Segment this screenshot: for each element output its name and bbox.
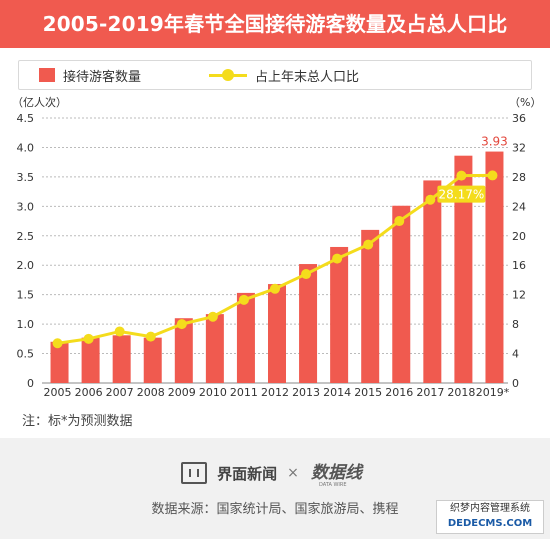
x-tick-label: 2016 — [385, 386, 413, 399]
logo-subtext: DATA WIRE — [319, 482, 347, 488]
left-tick-label: 2.0 — [17, 259, 35, 272]
bar — [236, 292, 255, 383]
bar — [205, 314, 224, 383]
legend-line-swatch — [209, 68, 247, 82]
x-tick-label: 2012 — [261, 386, 289, 399]
right-tick-label: 8 — [512, 318, 519, 331]
chart-title: 2005-2019年春节全国接待游客数量及占总人口比 — [42, 12, 508, 36]
x-tick-label: 2013 — [292, 386, 320, 399]
legend: 接待游客数量 占上年末总人口比 — [18, 60, 532, 90]
x-tick-label: 2018 — [447, 386, 475, 399]
x-tick-label: 2019* — [476, 386, 510, 399]
line-point — [332, 253, 343, 264]
x-tick-label: 2017 — [416, 386, 444, 399]
logo-text: 数据线 — [311, 463, 364, 483]
line-point — [363, 239, 374, 250]
right-axis-unit: （%） — [509, 96, 541, 109]
line-data-label: 28.17% — [439, 188, 485, 202]
line-point — [83, 333, 94, 344]
right-tick-label: 24 — [512, 200, 526, 213]
site-watermark-url: DEDECMS.COM — [447, 518, 533, 529]
jiemian-logo-icon — [181, 462, 208, 484]
x-tick-label: 2007 — [106, 386, 134, 399]
left-axis-ticks: 0 0.5 1.0 1.5 2.0 2.5 3.0 3.5 4.0 4.5 — [17, 112, 35, 390]
x-tick-label: 2005 — [44, 386, 72, 399]
right-tick-label: 32 — [512, 141, 526, 154]
left-tick-label: 3.5 — [17, 171, 35, 184]
line-point — [425, 194, 436, 205]
line-point — [114, 326, 125, 337]
line-point — [301, 269, 312, 280]
x-tick-label: 2009 — [168, 386, 196, 399]
legend-line-label: 占上年末总人口比 — [255, 69, 360, 85]
site-watermark: 织梦内容管理系统 DEDECMS.COM — [436, 500, 544, 534]
bar — [423, 180, 442, 383]
x-tick-label: 2010 — [199, 386, 227, 399]
left-tick-label: 3.0 — [17, 200, 35, 213]
right-tick-label: 28 — [512, 171, 526, 184]
right-tick-label: 36 — [512, 112, 526, 125]
x-tick-label: 2014 — [323, 386, 351, 399]
bar — [299, 264, 318, 383]
brand-name: 界面新闻 — [217, 464, 278, 483]
left-tick-label: 0 — [27, 377, 34, 390]
line-point — [207, 311, 218, 322]
line-point — [176, 319, 187, 330]
right-tick-label: 4 — [512, 348, 519, 361]
data-wire-logo: 数据线 DATA WIRE — [309, 458, 369, 488]
combo-chart: （亿人次） （%） 0 0.5 1.0 1.5 2.0 2.5 3.0 3.5 4.0 4.5 0… — [12, 95, 541, 399]
right-tick-label: 16 — [512, 259, 526, 272]
left-tick-label: 1.5 — [17, 289, 35, 302]
x-tick-label: 2011 — [230, 386, 258, 399]
bar — [174, 318, 193, 383]
bar — [454, 155, 473, 383]
line-point — [487, 170, 498, 181]
x-tick-label: 2006 — [75, 386, 103, 399]
legend-item-bar: 接待游客数量 — [39, 61, 141, 89]
line-point — [270, 283, 280, 294]
bar-series — [50, 151, 504, 383]
footnote: 注：标*为预测数据 — [22, 414, 133, 429]
right-axis-ticks: 0 4 8 12 16 20 24 28 32 36 — [512, 112, 526, 390]
bar — [50, 341, 69, 383]
line-label-box — [437, 185, 486, 203]
left-tick-label: 2.5 — [17, 230, 35, 243]
bar — [485, 151, 504, 383]
bar — [268, 284, 286, 383]
bar — [361, 229, 380, 383]
annotations: 3.93 28.17% — [437, 135, 508, 203]
right-tick-label: 0 — [512, 377, 519, 390]
x-axis-ticks: 2005 2006 2007 2008 2009 2010 2011 2012 2013 2014… — [44, 386, 510, 399]
brand-row: 界面新闻 × 数据线 DATA WIRE — [0, 458, 550, 488]
right-tick-label: 20 — [512, 230, 526, 243]
left-tick-label: 4.5 — [17, 112, 35, 125]
line-point — [456, 170, 467, 181]
x-tick-label: 2008 — [137, 386, 165, 399]
line-point — [394, 216, 405, 227]
bar — [143, 337, 162, 383]
legend-bar-label: 接待游客数量 — [63, 69, 142, 85]
x-tick-label: 2015 — [354, 386, 382, 399]
brand-separator: × — [287, 465, 299, 481]
line-point — [238, 294, 249, 305]
legend-item-line: 占上年末总人口比 — [209, 61, 359, 89]
bar — [81, 337, 100, 383]
left-axis-unit: （亿人次） — [12, 95, 67, 109]
left-tick-label: 1.0 — [17, 318, 35, 331]
left-tick-label: 0.5 — [17, 348, 35, 361]
left-tick-label: 4.0 — [17, 141, 35, 154]
right-tick-label: 12 — [512, 289, 526, 302]
legend-bar-swatch — [39, 68, 55, 82]
line-series — [52, 170, 498, 349]
line-point — [145, 331, 156, 342]
bar — [330, 246, 349, 383]
bar — [392, 205, 411, 383]
bar-data-label: 3.93 — [481, 135, 508, 149]
title-bar — [0, 0, 550, 48]
bar — [112, 335, 131, 383]
site-watermark-name: 织梦内容管理系统 — [450, 503, 530, 514]
line-point — [52, 338, 63, 349]
data-source: 数据来源：国家统计局、国家旅游局、携程 — [151, 502, 399, 517]
